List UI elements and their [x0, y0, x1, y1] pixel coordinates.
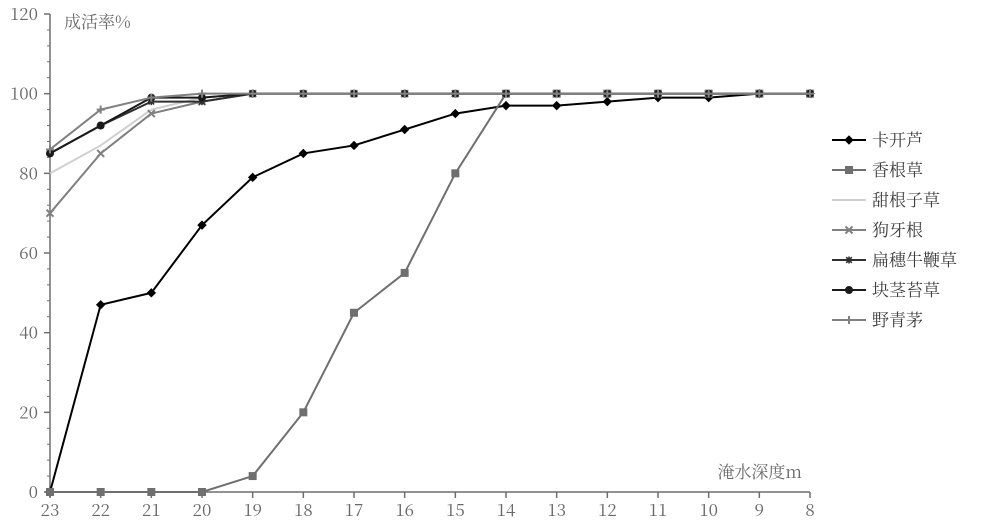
x-tick-label: 13 — [547, 496, 566, 521]
x-tick-label: 12 — [598, 496, 617, 521]
y-tick-label: 60 — [19, 239, 38, 264]
legend-label: 香根草 — [872, 156, 923, 181]
line-chart: 0 20 40 60 80 100 120 23 22 21 20 19 18 17 16 15 14 13 12 1… — [0, 0, 1000, 528]
x-axis-title: 淹水深度m — [717, 458, 802, 483]
legend-label: 狗牙根 — [872, 216, 923, 241]
legend-label: 甜根子草 — [872, 186, 940, 211]
x-tick-label: 20 — [193, 496, 212, 521]
x-tick-label: 19 — [243, 496, 262, 521]
x-tick-label: 17 — [345, 496, 364, 521]
x-tick-label: 8 — [805, 496, 814, 521]
legend-label: 扁穗牛鞭草 — [872, 246, 957, 271]
x-tick-label: 16 — [395, 496, 414, 521]
x-tick-label: 11 — [649, 496, 668, 521]
x-tick-label: 10 — [699, 496, 718, 521]
y-tick-label: 100 — [10, 80, 38, 105]
y-tick-label: 40 — [19, 319, 38, 344]
y-tick-label: 120 — [10, 0, 38, 25]
x-tick-label: 9 — [755, 496, 764, 521]
y-axis-title: 成活率% — [64, 8, 131, 33]
x-tick-label: 14 — [497, 496, 516, 521]
y-tick-label: 80 — [19, 159, 38, 184]
x-tick-label: 23 — [41, 496, 60, 521]
y-tick-label: 20 — [19, 398, 38, 423]
x-tick-label: 15 — [446, 496, 465, 521]
x-tick-label: 21 — [142, 496, 161, 521]
legend-label: 野青茅 — [872, 306, 923, 331]
legend-label: 块茎苔草 — [872, 276, 940, 301]
legend-label: 卡开芦 — [872, 126, 923, 151]
x-tick-label: 22 — [91, 496, 110, 521]
y-tick-label: 0 — [29, 478, 38, 503]
chart-container: 0 20 40 60 80 100 120 23 22 21 20 19 18 17 16 15 14 13 12 1… — [0, 0, 1000, 528]
x-tick-label: 18 — [294, 496, 313, 521]
